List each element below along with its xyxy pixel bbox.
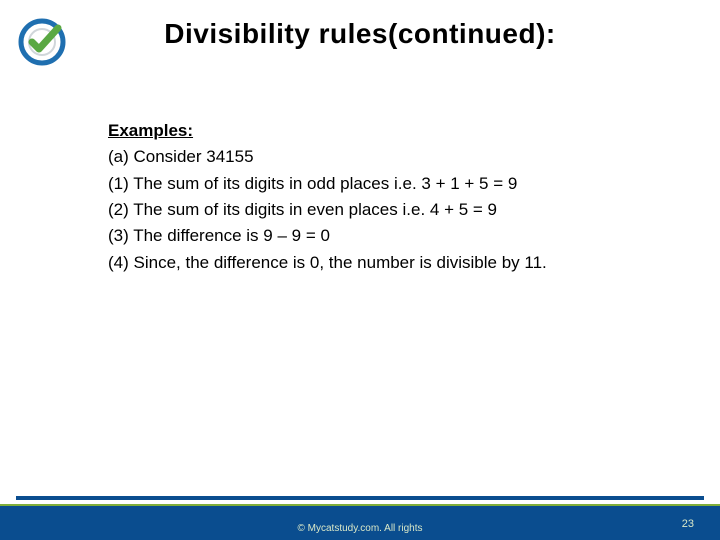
page-number: 23 — [682, 518, 694, 530]
example-line: (1) The sum of its digits in odd places … — [108, 171, 680, 197]
content-block: Examples: (a) Consider 34155 (1) The sum… — [108, 118, 680, 276]
footer: © Mycatstudy.com. All rights 23 — [0, 494, 720, 540]
slide: Divisibility rules(continued): Examples:… — [0, 0, 720, 540]
examples-heading: Examples: — [108, 118, 680, 144]
example-line: (a) Consider 34155 — [108, 144, 680, 170]
slide-title: Divisibility rules(continued): — [0, 18, 720, 50]
example-line: (3) The difference is 9 – 9 = 0 — [108, 223, 680, 249]
copyright-text: © Mycatstudy.com. All rights — [0, 523, 720, 534]
example-line: (4) Since, the difference is 0, the numb… — [108, 250, 680, 276]
footer-stripe-thin — [16, 496, 704, 500]
example-line: (2) The sum of its digits in even places… — [108, 197, 680, 223]
